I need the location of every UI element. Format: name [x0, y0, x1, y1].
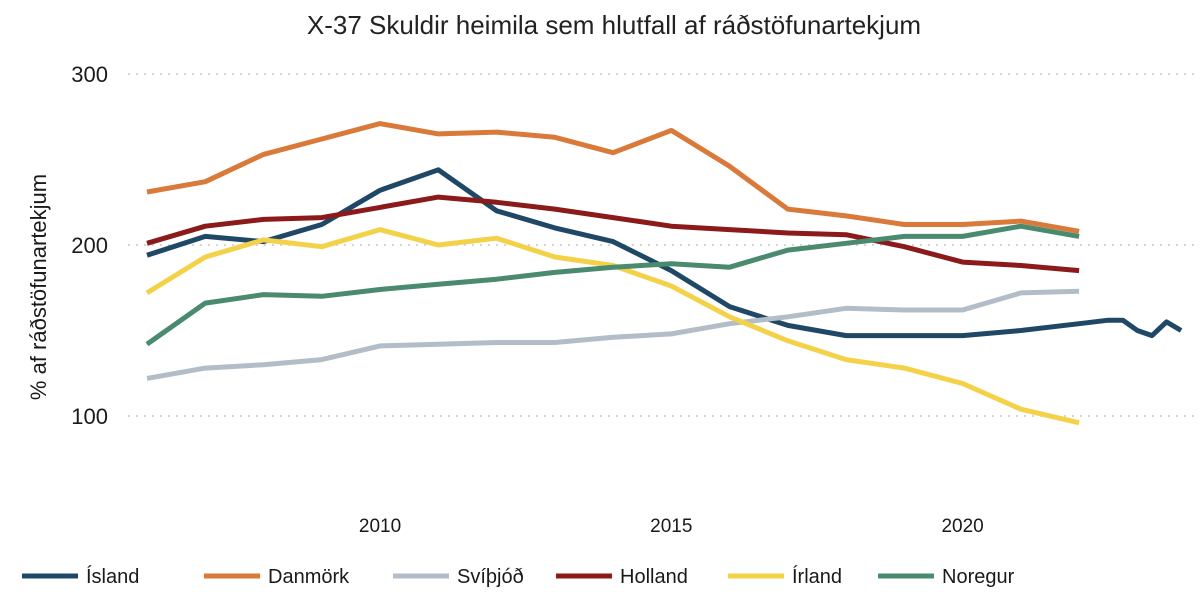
series-line-1 [146, 121, 1080, 234]
legend-label: Danmörk [268, 566, 350, 588]
legend-label: Holland [620, 566, 688, 588]
x-axis-ticks: 2010 2015 2020 [359, 516, 984, 537]
legend: Ísland Danmörk Svíþjóð Holland Írland Noregur [22, 565, 1015, 588]
legend-label: Svíþjóð [457, 566, 524, 588]
chart-title: X-37 Skuldir heimila sem hlutfall af ráð… [307, 10, 921, 40]
x-tick-label: 2015 [650, 516, 692, 537]
x-tick-label: 2010 [359, 516, 401, 537]
y-tick-label: 100 [71, 404, 108, 429]
series-line-4 [145, 227, 1080, 426]
legend-label: Írland [792, 565, 842, 588]
y-tick-label: 200 [71, 233, 108, 258]
series-line-3 [146, 194, 1080, 274]
y-axis-ticks: 100 200 300 [71, 62, 108, 429]
x-tick-label: 2020 [941, 516, 983, 537]
series-lines [145, 121, 1183, 426]
series-line-5 [145, 223, 1080, 347]
legend-label: Ísland [86, 565, 139, 588]
series-line-2 [146, 288, 1080, 381]
legend-label: Noregur [942, 566, 1015, 588]
y-axis-label: % af ráðstöfunartekjum [26, 174, 51, 400]
series-line-0 [146, 167, 1183, 339]
y-tick-label: 300 [71, 62, 108, 87]
